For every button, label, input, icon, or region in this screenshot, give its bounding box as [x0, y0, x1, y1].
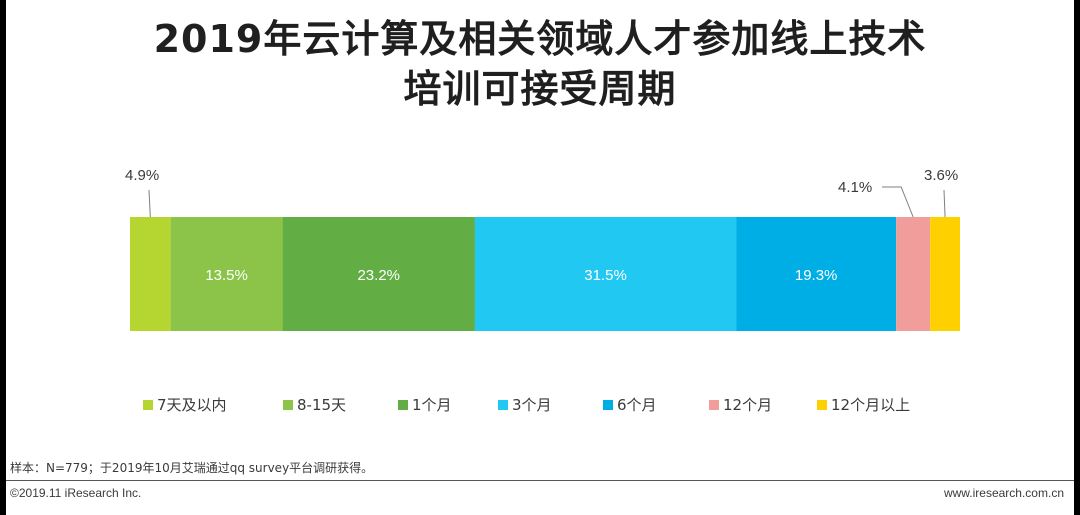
legend-label-4: 6个月 — [617, 396, 657, 414]
bar-segment-3 — [474, 217, 737, 331]
legend-label-0: 7天及以内 — [157, 396, 227, 414]
legend-swatch-6 — [817, 400, 827, 410]
legend-label-5: 12个月 — [723, 396, 772, 414]
chart-title-line-2: 培训可接受周期 — [403, 67, 677, 111]
chart-title-line-1: 2019年云计算及相关领域人才参加线上技术 — [153, 17, 927, 61]
footer-divider — [6, 480, 1074, 481]
legend-swatch-3 — [498, 400, 508, 410]
leader-line-0 — [148, 189, 151, 218]
data-label-6: 3.6% — [924, 167, 958, 184]
legend-label-3: 3个月 — [512, 396, 552, 414]
leader-line-6 — [943, 189, 946, 218]
bar-segment-6 — [930, 217, 960, 331]
bar-segment-0 — [130, 217, 171, 331]
legend-swatch-5 — [709, 400, 719, 410]
bar-segment-5 — [896, 217, 931, 331]
legend-label-1: 8-15天 — [297, 396, 346, 414]
legend-swatch-0 — [143, 400, 153, 410]
copyright-text: ©2019.11 iResearch Inc. — [10, 486, 142, 500]
data-label-5: 4.1% — [838, 179, 872, 196]
data-label-3: 31.5% — [584, 267, 627, 284]
legend-swatch-4 — [603, 400, 613, 410]
website-link[interactable]: www.iresearch.com.cn — [943, 486, 1064, 500]
bar-segment-2 — [282, 217, 475, 331]
legend-swatch-1 — [283, 400, 293, 410]
legend-label-6: 12个月以上 — [831, 396, 910, 414]
data-label-2: 23.2% — [357, 267, 400, 284]
chart-title: 2019年云计算及相关领域人才参加线上技术 培训可接受周期 — [6, 14, 1074, 114]
sample-note: 样本：N=779；于2019年10月艾瑞通过qq survey平台调研获得。 — [10, 461, 374, 475]
bar-segment-4 — [736, 217, 897, 331]
data-label-0: 4.9% — [125, 167, 159, 184]
leader-line-5 — [882, 186, 914, 218]
legend-label-2: 1个月 — [412, 396, 452, 414]
stacked-bar-chart: 13.5% 23.2% 31.5% 19.3% 4.9% 4.1% 3.6% 7天及以内 8-1… — [125, 167, 960, 414]
bar-segment-1 — [170, 217, 283, 331]
data-label-4: 19.3% — [795, 267, 838, 284]
legend-swatch-2 — [398, 400, 408, 410]
data-label-1: 13.5% — [205, 267, 248, 284]
chart-slide: 2019年云计算及相关领域人才参加线上技术 培训可接受周期 13.5% 23.2%… — [6, 0, 1074, 515]
